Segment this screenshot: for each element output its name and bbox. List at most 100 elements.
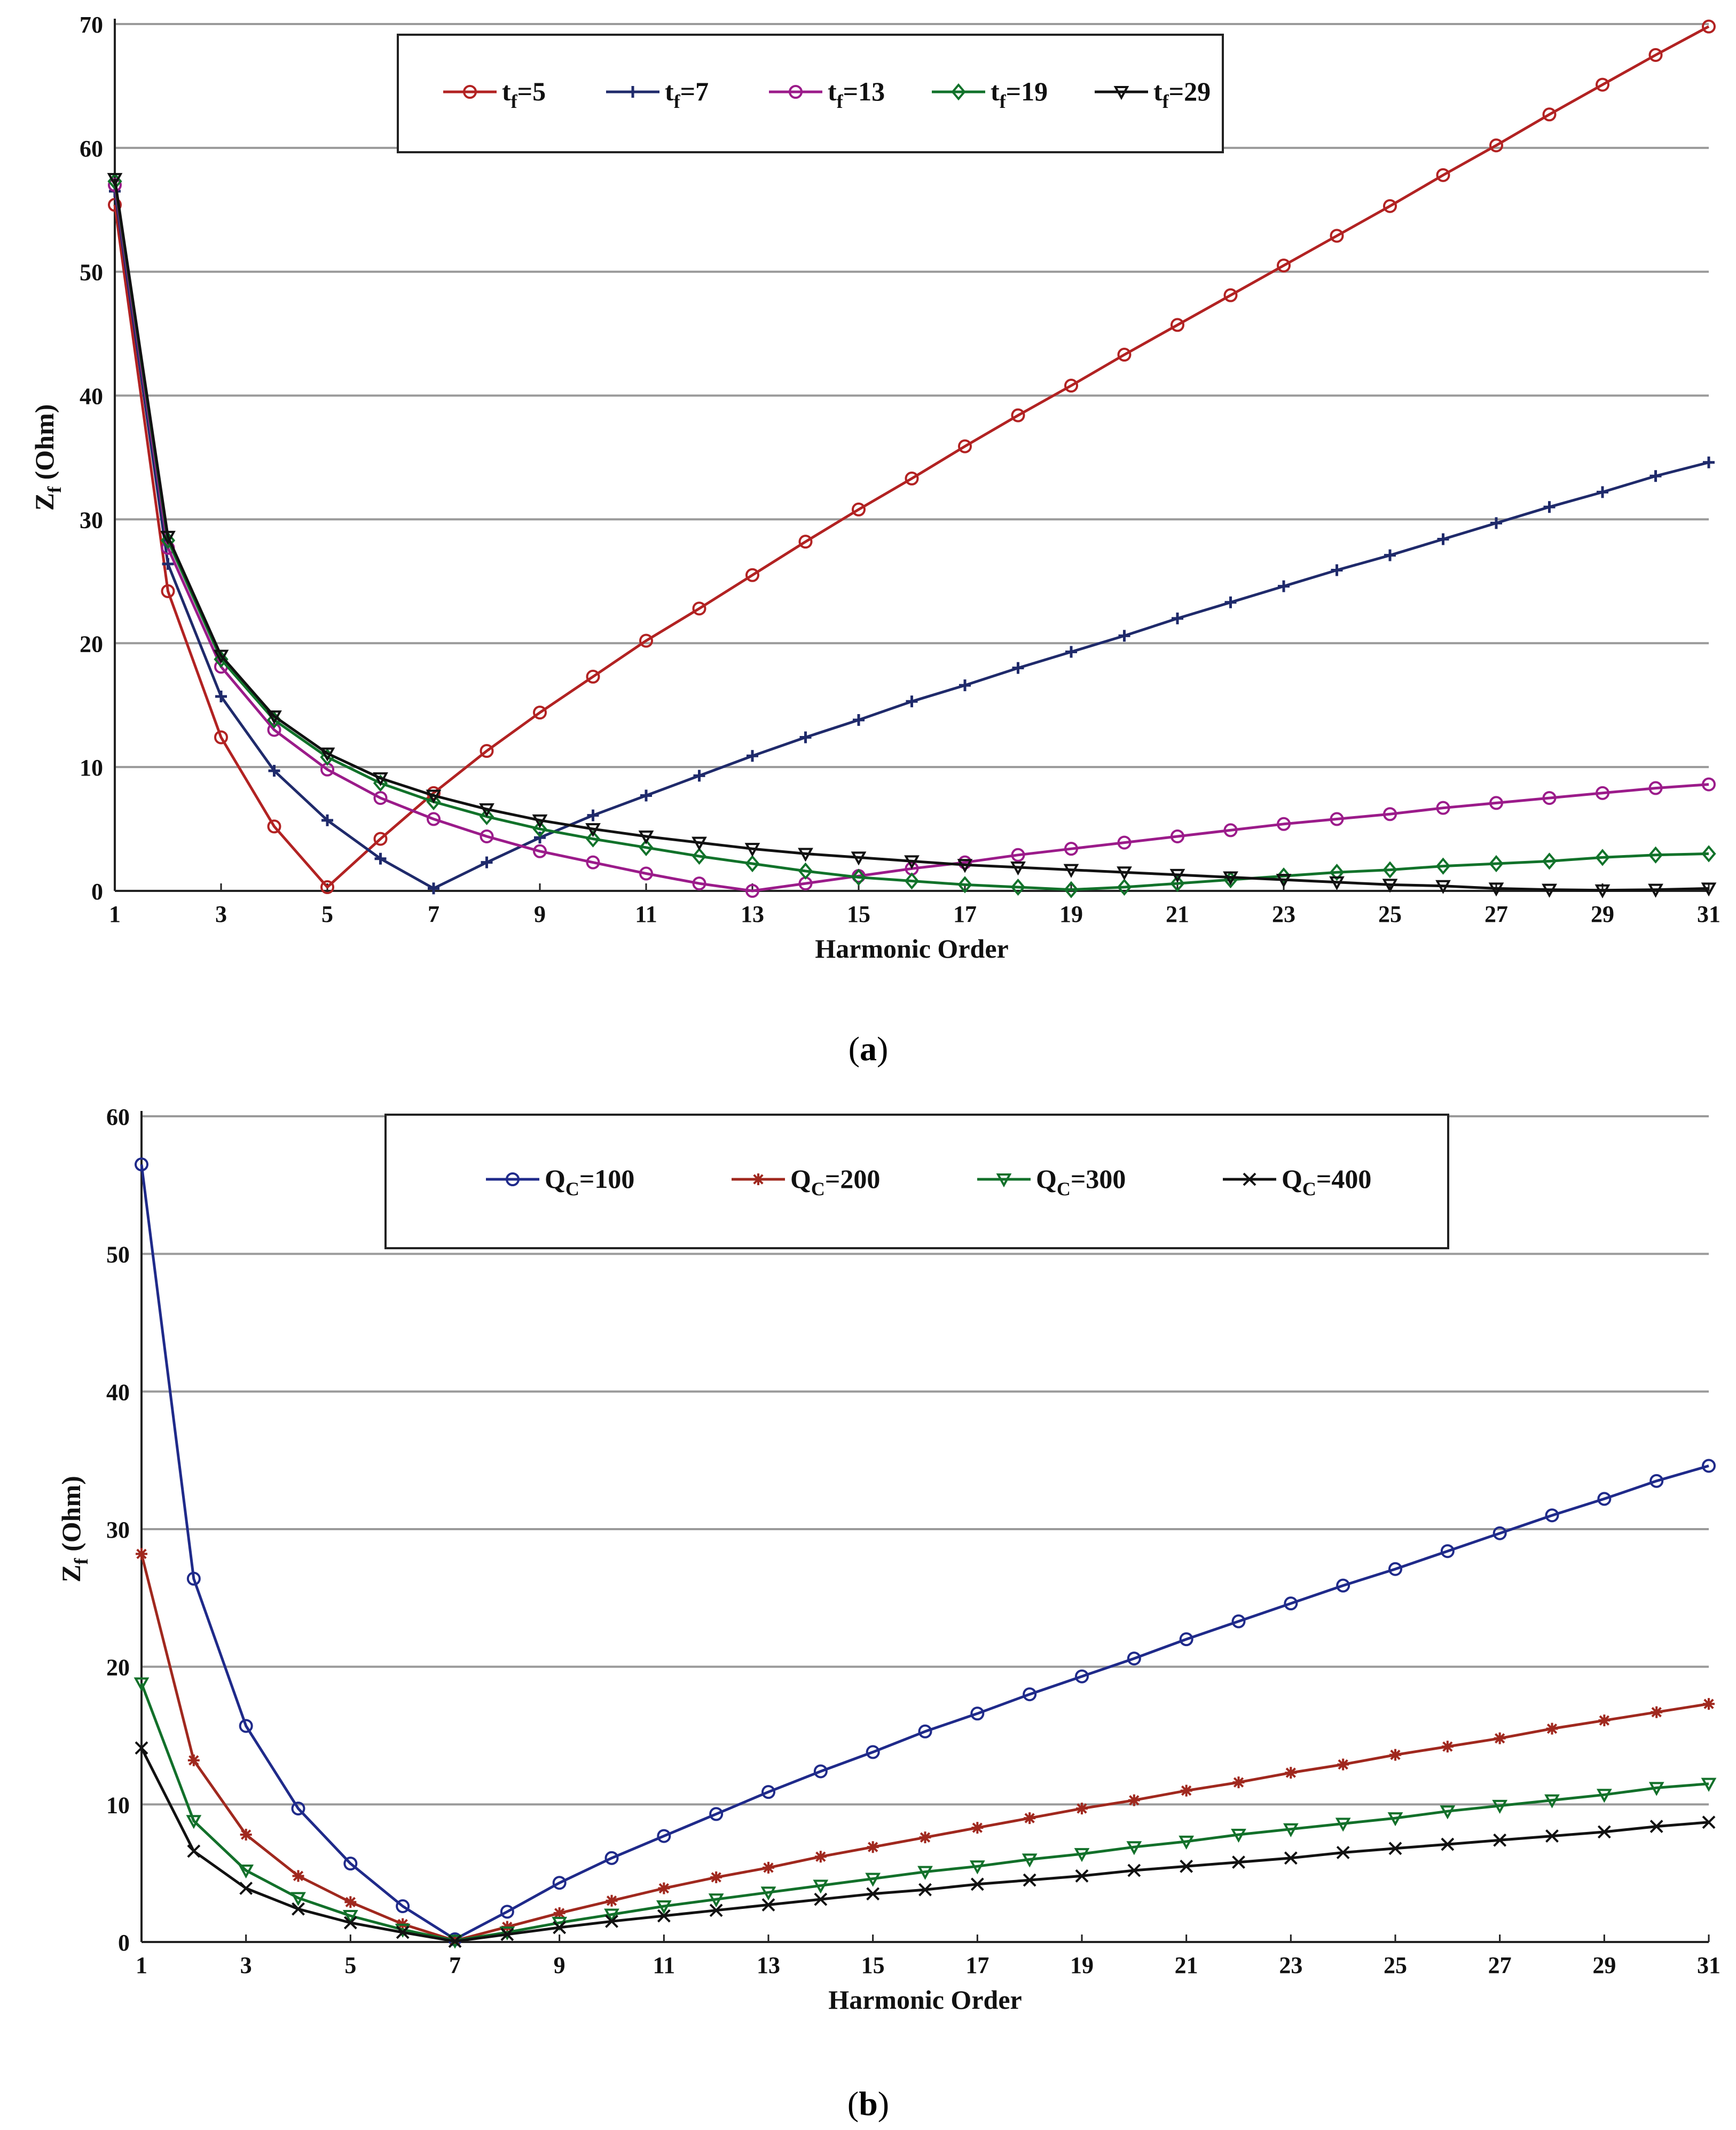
- x-tick-label-1: 3: [240, 1952, 252, 1978]
- data-point-4-20: [1169, 868, 1185, 883]
- legend: tf=5 tf=7 tf=13 tf=19 tf=29: [397, 34, 1224, 153]
- data-point-4-3: [266, 710, 282, 725]
- data-point-1-9: [587, 809, 599, 821]
- data-point-1-10: [640, 789, 652, 802]
- data-point-1-15: [906, 695, 918, 708]
- x-tick-label-12: 25: [1378, 901, 1402, 927]
- data-point-4-22: [1276, 874, 1292, 888]
- x-tick-label-12: 25: [1384, 1952, 1407, 1978]
- data-point-0-3: [267, 819, 281, 834]
- data-point-3-25: [1441, 1837, 1455, 1851]
- data-point-1-28: [1597, 486, 1608, 498]
- data-point-3-6: [426, 793, 441, 811]
- data-point-1-25: [1437, 533, 1449, 545]
- data-point-4-13: [798, 848, 813, 862]
- x-tick-label-6: 13: [741, 901, 764, 927]
- data-point-2-2: [238, 1865, 254, 1879]
- data-point-2-0: [133, 1677, 150, 1692]
- data-point-0-0: [135, 1157, 148, 1172]
- data-point-3-28: [1595, 849, 1610, 866]
- data-point-2-28: [1596, 786, 1609, 800]
- data-point-4-7: [479, 803, 494, 818]
- data-point-0-5: [373, 832, 388, 846]
- legend-box: [397, 34, 1224, 153]
- data-point-3-13: [814, 1892, 828, 1906]
- data-point-0-24: [1383, 199, 1397, 213]
- legend-label-0-rest: =100: [579, 1164, 635, 1194]
- legend-label-4-sub: f: [1162, 91, 1169, 112]
- data-point-2-19: [1126, 1841, 1142, 1855]
- data-point-2-12: [760, 1886, 776, 1901]
- data-point-4-16: [957, 859, 973, 873]
- x-tick-label-8: 17: [953, 901, 977, 927]
- data-point-3-11: [692, 847, 707, 865]
- x-tick-label-13: 27: [1488, 1952, 1512, 1978]
- x-tick-label-0: 1: [109, 901, 121, 927]
- legend-label-1-main: t: [665, 76, 674, 106]
- legend-label-3: tf=19: [991, 76, 1048, 112]
- data-point-1-13: [799, 731, 812, 743]
- data-point-1-29: [1651, 1706, 1663, 1718]
- y-axis-label-sub: f: [70, 1557, 92, 1564]
- data-point-2-23: [1330, 812, 1344, 826]
- y-tick-label-7: 70: [80, 12, 103, 38]
- data-point-1-21: [1232, 1776, 1245, 1789]
- y-tick-label-6: 60: [80, 136, 103, 162]
- legend-label-0-rest: =5: [517, 76, 546, 106]
- data-point-4-5: [373, 772, 388, 787]
- data-point-4-11: [692, 836, 707, 851]
- data-point-0-20: [1179, 1632, 1193, 1647]
- data-point-0-2: [239, 1719, 253, 1733]
- x-tick-label-4: 9: [554, 1952, 565, 1978]
- data-point-1-24: [1389, 1749, 1401, 1761]
- data-point-4-9: [585, 823, 601, 837]
- data-point-1-14: [867, 1841, 879, 1853]
- data-point-2-5: [373, 791, 388, 805]
- data-point-0-16: [970, 1706, 985, 1721]
- data-point-3-2: [214, 651, 229, 668]
- data-point-3-23: [1329, 864, 1345, 881]
- x-tick-label-7: 15: [861, 1952, 885, 1978]
- data-point-1-12: [763, 1861, 774, 1874]
- data-point-1-13: [814, 1851, 827, 1863]
- data-point-0-12: [761, 1785, 775, 1799]
- data-point-0-15: [905, 471, 919, 485]
- data-point-3-18: [1064, 881, 1079, 898]
- data-point-3-9: [585, 830, 601, 848]
- data-point-1-16: [959, 679, 971, 692]
- data-point-3-21: [1232, 1855, 1245, 1869]
- series-0: [135, 1157, 1716, 1946]
- data-point-1-24: [1384, 549, 1396, 561]
- data-point-0-25: [1440, 1544, 1455, 1559]
- data-point-3-8: [553, 1921, 567, 1935]
- x-tick-label-0: 1: [136, 1952, 147, 1978]
- data-point-1-8: [534, 832, 546, 844]
- data-point-2-28: [1596, 1789, 1612, 1803]
- y-axis-label-main: Z: [56, 1564, 86, 1582]
- data-point-0-21: [1231, 1614, 1246, 1628]
- y-tick-label-1: 10: [106, 1792, 130, 1818]
- data-point-1-23: [1337, 1758, 1349, 1771]
- data-point-1-30: [1703, 1698, 1715, 1710]
- data-point-1-16: [971, 1822, 984, 1834]
- data-point-2-26: [1492, 1799, 1508, 1814]
- data-point-0-10: [639, 633, 653, 648]
- legend-label-3-rest: =19: [1006, 76, 1048, 106]
- data-point-3-30: [1701, 845, 1716, 863]
- data-point-3-1: [160, 531, 176, 549]
- x-tick-label-9: 19: [1059, 901, 1083, 927]
- data-point-0-4: [320, 880, 334, 895]
- legend-label-1-rest: =7: [680, 76, 709, 106]
- y-tick-label-0: 0: [118, 1930, 130, 1956]
- data-point-0-14: [852, 502, 866, 516]
- data-point-0-27: [1542, 107, 1557, 122]
- data-point-4-14: [851, 851, 867, 866]
- data-point-4-17: [1010, 861, 1026, 876]
- data-point-1-27: [1546, 1722, 1558, 1735]
- data-point-1-11: [710, 1871, 722, 1883]
- y-axis-label-sub: f: [44, 486, 65, 493]
- legend-label-4: tf=29: [1153, 76, 1211, 112]
- data-point-0-18: [1075, 1669, 1089, 1683]
- data-point-3-16: [970, 1877, 984, 1891]
- data-point-0-9: [586, 669, 600, 684]
